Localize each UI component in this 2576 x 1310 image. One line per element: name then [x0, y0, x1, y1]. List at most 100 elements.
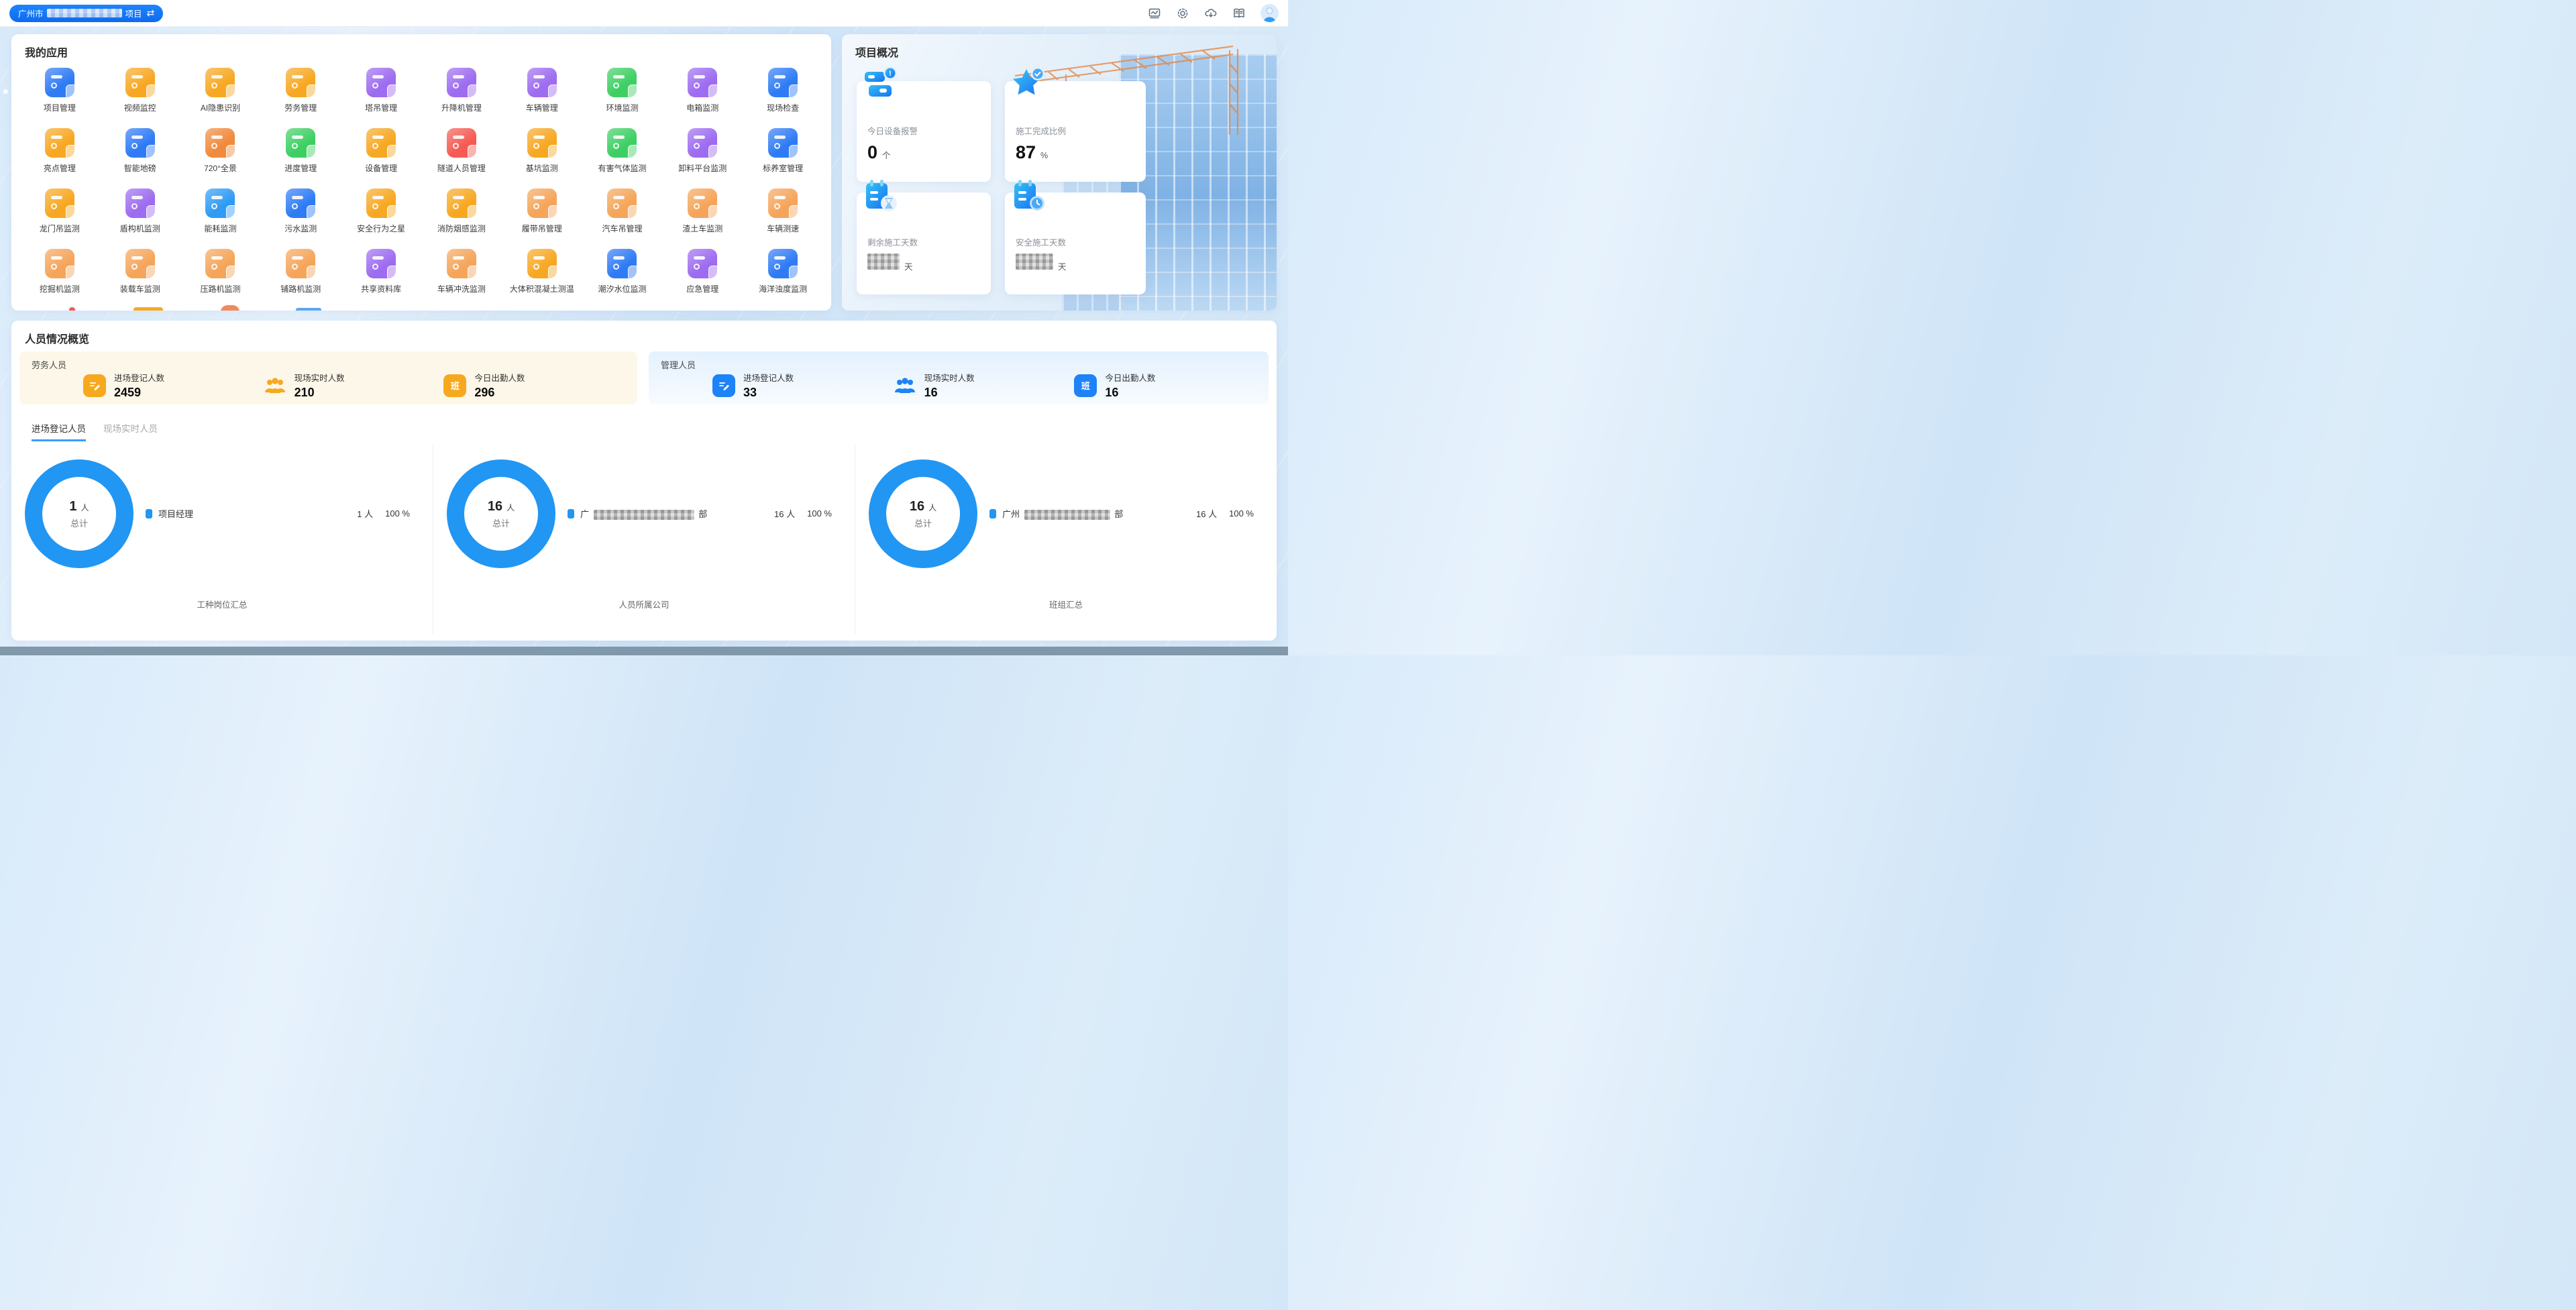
- app-label: 共享资料库: [361, 284, 402, 294]
- app-label: 应急管理: [686, 284, 719, 294]
- legend-marker: [146, 508, 152, 518]
- app-item[interactable]: 能耗监测: [180, 183, 261, 243]
- tab-realtime-personnel[interactable]: 现场实时人员: [103, 424, 158, 434]
- device-alarm-card: ! 今日设备报警 0 个: [857, 66, 991, 182]
- app-label: 消防烟感监测: [437, 224, 486, 233]
- app-icon: [446, 249, 480, 280]
- app-icon: [446, 188, 480, 220]
- app-item[interactable]: 压路机监测: [180, 243, 261, 304]
- app-label: 进度管理: [284, 164, 317, 173]
- app-item[interactable]: 进度管理: [260, 123, 341, 183]
- group-name: 管理人员: [661, 360, 696, 370]
- project-overview-panel: 项目概况 ! 今日设备报警 0 个: [842, 34, 1277, 311]
- calendar-clock-icon: [1014, 180, 1044, 211]
- app-item[interactable]: 消防烟感监测: [421, 183, 502, 243]
- cloud-download-icon[interactable]: [1204, 7, 1218, 20]
- overview-cards: ! 今日设备报警 0 个 施工完成比例 87 %: [857, 66, 1146, 294]
- app-item[interactable]: 智能地磅: [100, 123, 180, 183]
- manual-book-icon[interactable]: [1232, 7, 1246, 20]
- app-label: 车辆管理: [525, 103, 558, 113]
- app-item[interactable]: 标养室管理: [743, 123, 823, 183]
- app-item[interactable]: 挖掘机监测: [19, 243, 100, 304]
- app-item[interactable]: 渣土车监测: [662, 183, 743, 243]
- monitor-icon[interactable]: [1148, 7, 1161, 20]
- tab-registered-personnel[interactable]: 进场登记人员: [32, 421, 86, 441]
- app-item[interactable]: 共享资料库: [341, 243, 421, 304]
- app-item[interactable]: 汽车吊管理: [582, 183, 663, 243]
- app-item[interactable]: 车辆测速: [743, 183, 823, 243]
- app-item[interactable]: 污水监测: [260, 183, 341, 243]
- app-label: 隧道人员管理: [437, 164, 486, 173]
- partial-app-icon: [296, 308, 321, 311]
- app-icon: [688, 188, 721, 220]
- legend-row[interactable]: 广州 部 16 人 100 %: [989, 507, 1254, 521]
- app-label: 大体积混凝土测温: [509, 284, 574, 294]
- legend-row[interactable]: 广 部 16 人 100 %: [568, 507, 832, 521]
- app-label: 设备管理: [365, 164, 398, 173]
- app-label: 车辆测速: [767, 224, 800, 233]
- app-item[interactable]: 设备管理: [341, 123, 421, 183]
- app-item[interactable]: 海洋浊度监测: [743, 243, 823, 304]
- app-label: 视频监控: [123, 103, 156, 113]
- app-item[interactable]: 履带吊管理: [502, 183, 582, 243]
- app-item[interactable]: 视频监控: [100, 62, 180, 123]
- stat-value: 87 %: [1016, 142, 1049, 162]
- project-name-suffix: 项目: [125, 9, 142, 19]
- topbar: 广州市 项目 ⇄: [0, 0, 1288, 26]
- app-item[interactable]: 720°全景: [180, 123, 261, 183]
- app-item[interactable]: 亮点管理: [19, 123, 100, 183]
- stat-value-masked: 天: [867, 254, 980, 272]
- app-icon: [527, 249, 560, 280]
- app-item[interactable]: 龙门吊监测: [19, 183, 100, 243]
- app-item[interactable]: 项目管理: [19, 62, 100, 123]
- attendance-icon: 班: [1074, 374, 1097, 397]
- app-item[interactable]: 装载车监测: [100, 243, 180, 304]
- app-item[interactable]: 电箱监测: [662, 62, 743, 123]
- app-icon: [205, 249, 239, 280]
- chart-caption: 班组汇总: [1049, 600, 1083, 610]
- app-item[interactable]: 铺路机监测: [260, 243, 341, 304]
- app-icon: [205, 188, 239, 220]
- my-apps-panel: 我的应用 项目管理 视频监控 AI隐患识别: [11, 34, 831, 311]
- labor-attendance-stat: 班 今日出勤人数 296: [443, 371, 624, 400]
- app-item[interactable]: 盾构机监测: [100, 183, 180, 243]
- app-icon: [205, 68, 239, 99]
- app-item[interactable]: 环境监测: [582, 62, 663, 123]
- app-icon: [44, 188, 78, 220]
- app-item[interactable]: 基坑监测: [502, 123, 582, 183]
- settings-gear-icon[interactable]: [1176, 7, 1189, 20]
- app-item[interactable]: 车辆冲洗监测: [421, 243, 502, 304]
- calendar-hourglass-icon: [866, 180, 897, 211]
- app-item[interactable]: AI隐患识别: [180, 62, 261, 123]
- app-label: 智能地磅: [123, 164, 156, 173]
- app-item[interactable]: 现场检查: [743, 62, 823, 123]
- legend-row[interactable]: 项目经理 1 人 100 %: [146, 507, 410, 520]
- app-item[interactable]: 安全行为之星: [341, 183, 421, 243]
- app-icon: [607, 249, 641, 280]
- app-item[interactable]: 塔吊管理: [341, 62, 421, 123]
- app-label: 能耗监测: [204, 224, 237, 233]
- app-label: 720°全景: [204, 164, 237, 173]
- completion-ratio-card: 施工完成比例 87 %: [1005, 67, 1146, 182]
- app-label: 潮汐水位监测: [598, 284, 647, 294]
- masked-value: [867, 254, 900, 270]
- app-label: 渣土车监测: [682, 224, 723, 233]
- user-avatar[interactable]: [1260, 4, 1279, 22]
- app-icon: [527, 68, 560, 99]
- app-label: 劳务管理: [284, 103, 317, 113]
- app-item[interactable]: 潮汐水位监测: [582, 243, 663, 304]
- app-item[interactable]: 有害气体监测: [582, 123, 663, 183]
- app-item[interactable]: 升降机管理: [421, 62, 502, 123]
- app-item[interactable]: 车辆管理: [502, 62, 582, 123]
- app-item[interactable]: 卸料平台监测: [662, 123, 743, 183]
- app-item[interactable]: 大体积混凝土测温: [502, 243, 582, 304]
- personnel-groups: 劳务人员 进场登记人数 2459 现场实时人数 210: [19, 351, 1269, 404]
- app-item[interactable]: 隧道人员管理: [421, 123, 502, 183]
- app-item[interactable]: 应急管理: [662, 243, 743, 304]
- donut-chart: 16 人 总计: [447, 459, 555, 568]
- app-icon: [366, 68, 400, 99]
- app-item[interactable]: 劳务管理: [260, 62, 341, 123]
- project-switcher[interactable]: 广州市 项目 ⇄: [9, 4, 164, 22]
- registration-icon: [712, 374, 735, 397]
- app-label: 升降机管理: [441, 103, 482, 113]
